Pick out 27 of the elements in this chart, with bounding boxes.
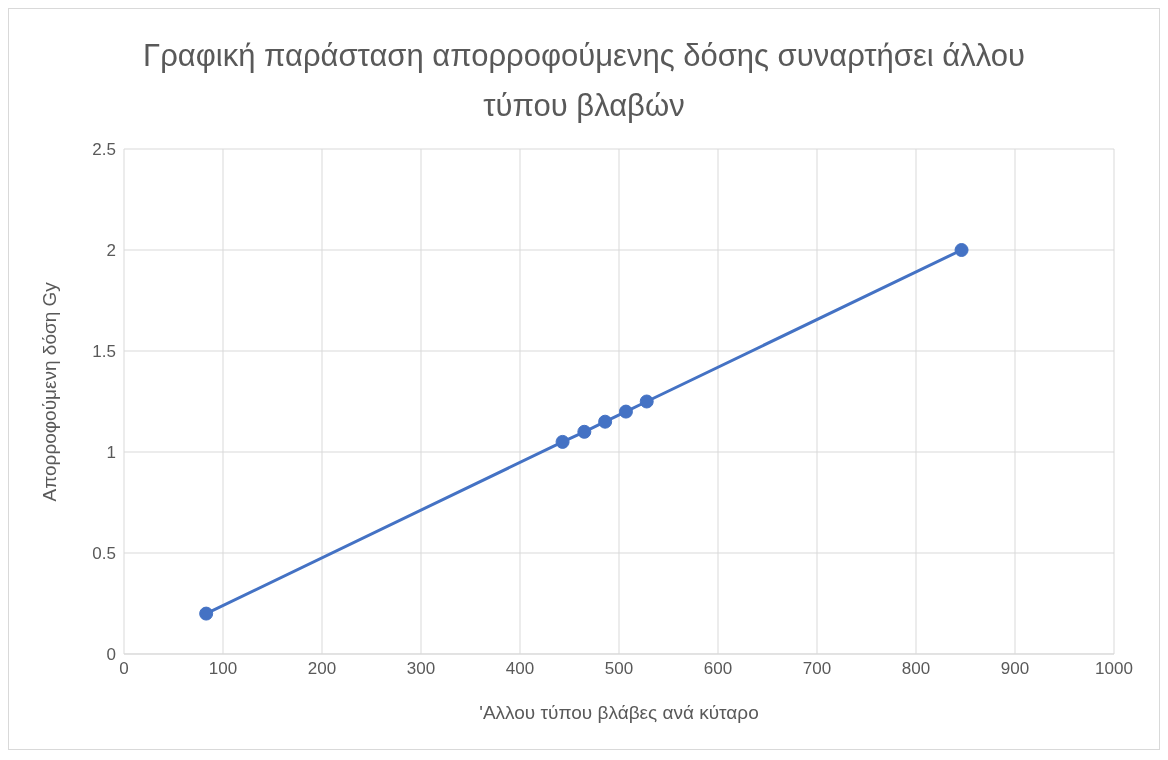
y-tick-label: 0 — [106, 645, 116, 665]
x-tick-label: 800 — [901, 659, 931, 679]
x-tick-label: 300 — [406, 659, 436, 679]
x-axis-title: 'Αλλου τύπου βλάβες ανά κύταρο — [479, 702, 759, 723]
y-tick-label: 1 — [106, 443, 116, 463]
x-tick-label: 100 — [208, 659, 238, 679]
y-tick-label: 0.5 — [92, 544, 116, 564]
y-axis-title: Απορροφούμενη δόση Gy — [38, 281, 60, 502]
point — [618, 404, 633, 419]
x-tick-label: 600 — [703, 659, 733, 679]
point — [598, 414, 613, 429]
y-tick-label: 1.5 — [92, 342, 116, 362]
chart-title: Γραφική παράσταση απορροφούμενης δόσης συναρτήσει άλλου τύπου βλαβών — [142, 37, 1026, 125]
point — [639, 394, 654, 409]
x-tick-label: 1000 — [1095, 659, 1133, 679]
x-tick-label: 200 — [307, 659, 337, 679]
x-tick-label: 900 — [1000, 659, 1030, 679]
x-tick-label: 400 — [505, 659, 535, 679]
x-tick-label: 500 — [604, 659, 634, 679]
x-tick-label: 0 — [119, 659, 129, 679]
point — [577, 424, 592, 439]
x-tick-label: 700 — [802, 659, 832, 679]
point — [555, 434, 570, 449]
y-tick-label: 2.5 — [92, 140, 116, 160]
y-tick-label: 2 — [106, 241, 116, 261]
point — [199, 606, 214, 621]
point — [954, 243, 969, 257]
